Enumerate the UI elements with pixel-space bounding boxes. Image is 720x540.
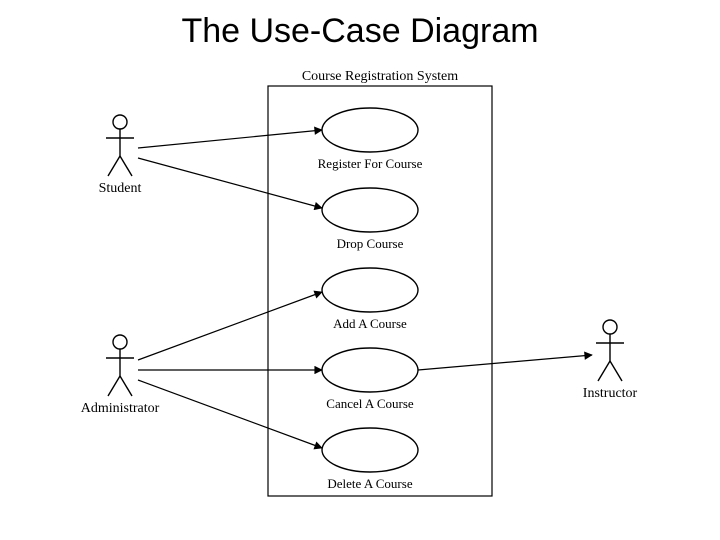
- usecase-add: Add A Course: [322, 268, 418, 331]
- actor-label-student: Student: [99, 181, 142, 196]
- actor-label-instructor: Instructor: [583, 386, 638, 401]
- edge-student-drop: [138, 158, 322, 208]
- page-title-text: The Use-Case Diagram: [181, 12, 538, 50]
- usecase-label-cancel: Cancel A Course: [326, 396, 414, 411]
- actor-student: Student: [99, 115, 142, 196]
- usecase-label-register: Register For Course: [318, 156, 423, 171]
- actor-administrator: Administrator: [81, 335, 160, 416]
- use-case-diagram: Course Registration System Register For C…: [0, 0, 720, 540]
- edge-student-register: [138, 130, 322, 148]
- actor-instructor: Instructor: [583, 320, 638, 401]
- usecase-drop: Drop Course: [322, 188, 418, 251]
- usecase-label-delete: Delete A Course: [327, 476, 412, 491]
- usecase-label-add: Add A Course: [333, 316, 407, 331]
- usecase-register: Register For Course: [318, 108, 423, 171]
- edge-cancel-instructor: [418, 355, 592, 370]
- usecase-label-drop: Drop Course: [337, 236, 404, 251]
- edge-administrator-add: [138, 292, 322, 360]
- edge-administrator-delete: [138, 380, 322, 448]
- usecase-delete: Delete A Course: [322, 428, 418, 491]
- page-title: The Use-Case Diagram: [0, 12, 720, 51]
- usecase-cancel: Cancel A Course: [322, 348, 418, 411]
- system-boundary-label: Course Registration System: [302, 69, 458, 84]
- actor-label-administrator: Administrator: [81, 401, 160, 416]
